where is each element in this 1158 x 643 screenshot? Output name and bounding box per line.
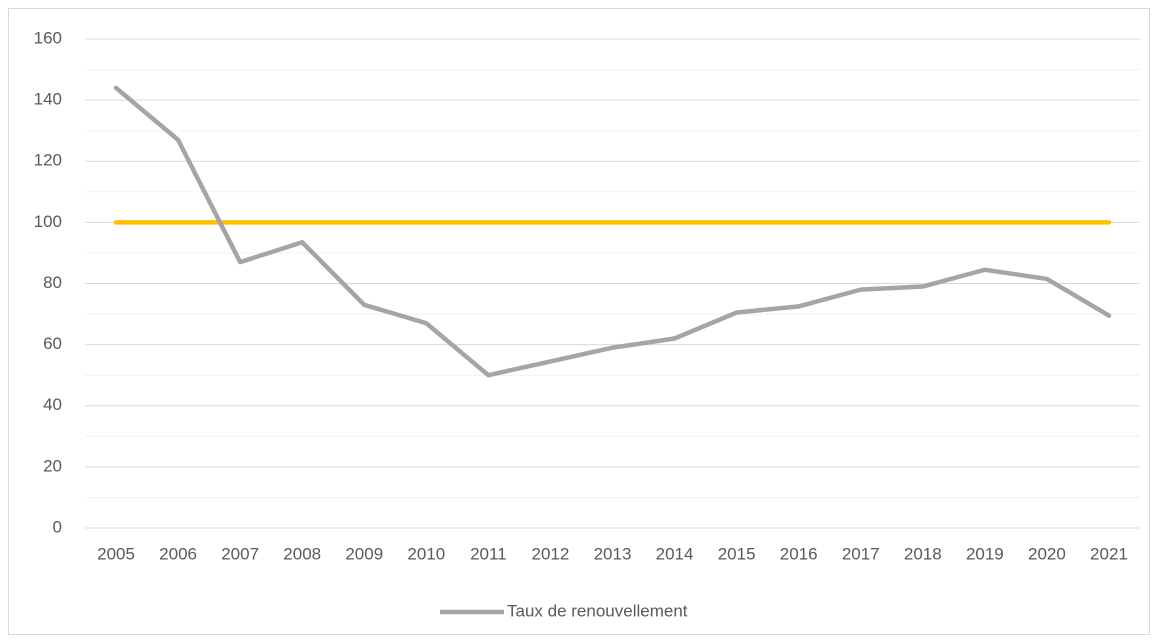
x-tick-label: 2016 <box>780 544 818 563</box>
x-tick-label: 2010 <box>407 544 445 563</box>
y-tick-label: 20 <box>43 456 62 475</box>
x-tick-label: 2005 <box>97 544 135 563</box>
x-tick-label: 2008 <box>283 544 321 563</box>
x-tick-label: 2017 <box>842 544 880 563</box>
x-tick-label: 2006 <box>159 544 197 563</box>
legend-label: Taux de renouvellement <box>507 601 688 620</box>
x-tick-label: 2018 <box>904 544 942 563</box>
y-tick-label: 160 <box>34 28 62 47</box>
x-tick-label: 2012 <box>532 544 570 563</box>
x-tick-label: 2014 <box>656 544 694 563</box>
x-tick-label: 2013 <box>594 544 632 563</box>
y-tick-label: 140 <box>34 90 62 109</box>
x-tick-label: 2021 <box>1090 544 1128 563</box>
x-tick-label: 2009 <box>345 544 383 563</box>
y-tick-label: 100 <box>34 212 62 231</box>
y-tick-label: 120 <box>34 151 62 170</box>
y-tick-label: 80 <box>43 273 62 292</box>
data-line <box>113 85 1112 378</box>
x-tick-label: 2011 <box>470 544 507 563</box>
x-tick-label: 2015 <box>718 544 756 563</box>
x-tick-label: 2020 <box>1028 544 1066 563</box>
x-tick-label: 2007 <box>221 544 259 563</box>
chart-border <box>8 8 1150 635</box>
y-tick-label: 40 <box>43 395 62 414</box>
y-tick-label: 0 <box>53 517 62 536</box>
y-tick-label: 60 <box>43 334 62 353</box>
x-tick-label: 2019 <box>966 544 1004 563</box>
